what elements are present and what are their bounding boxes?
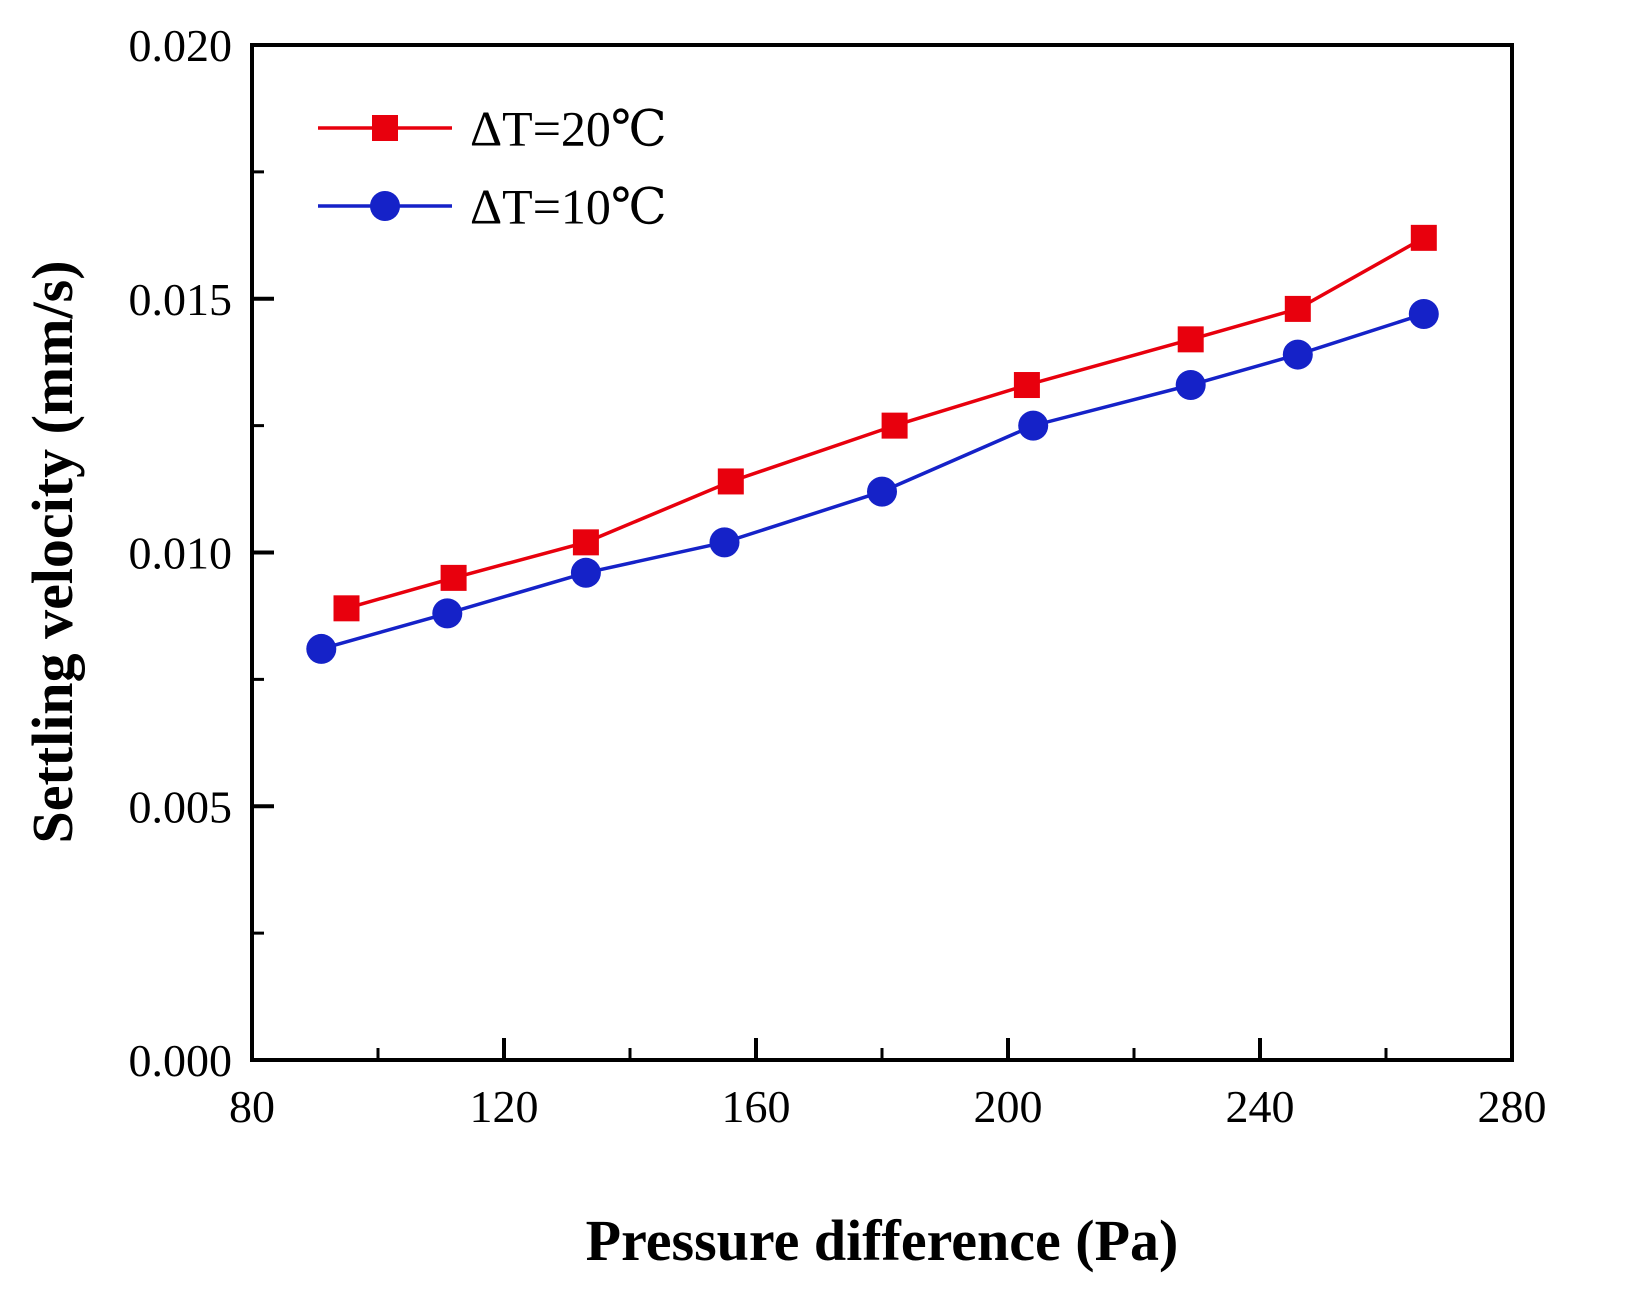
series-marker bbox=[709, 527, 740, 558]
plot-frame bbox=[250, 43, 1514, 1062]
y-tick-label: 0.000 bbox=[129, 1035, 233, 1086]
legend-label: ΔT=10℃ bbox=[470, 179, 667, 235]
series-marker bbox=[881, 412, 908, 439]
x-axis-title: Pressure difference (Pa) bbox=[586, 1208, 1179, 1273]
legend-marker-sample bbox=[372, 115, 398, 141]
x-tick-label: 280 bbox=[1478, 1081, 1547, 1132]
series-marker bbox=[1408, 298, 1439, 329]
series-marker bbox=[306, 633, 337, 664]
series-marker bbox=[1013, 372, 1040, 399]
legend-label: ΔT=20℃ bbox=[470, 101, 667, 157]
series-marker bbox=[1284, 295, 1311, 322]
x-tick-label: 240 bbox=[1226, 1081, 1295, 1132]
series-marker bbox=[572, 529, 599, 556]
x-tick-label: 120 bbox=[470, 1081, 539, 1132]
y-axis-title: Settling velocity (mm/s) bbox=[20, 260, 85, 843]
series-marker bbox=[867, 476, 897, 507]
y-tick-label: 0.005 bbox=[129, 781, 233, 832]
y-tick-label: 0.010 bbox=[129, 528, 233, 579]
series-marker bbox=[1018, 410, 1049, 441]
series-marker bbox=[1177, 326, 1204, 353]
series-marker bbox=[1175, 370, 1206, 401]
x-tick-label: 80 bbox=[229, 1081, 275, 1132]
series-marker bbox=[570, 557, 601, 588]
series-marker bbox=[1282, 339, 1313, 370]
series-marker bbox=[717, 468, 744, 495]
data-series bbox=[306, 224, 1439, 664]
axis-ticks bbox=[250, 43, 1514, 1062]
series-marker bbox=[1410, 224, 1437, 251]
x-tick-label: 160 bbox=[722, 1081, 791, 1132]
axis-tick-labels: 80 120 160 200 240 280 0.000 0.005 0.010 0.015 0.0… bbox=[129, 20, 1547, 1132]
series-marker bbox=[432, 598, 463, 629]
legend: ΔT=20℃ ΔT=10℃ bbox=[318, 101, 667, 235]
series-marker bbox=[333, 595, 360, 622]
series-marker bbox=[440, 564, 467, 591]
x-tick-label: 200 bbox=[974, 1081, 1043, 1132]
y-tick-label: 0.015 bbox=[129, 274, 233, 325]
y-tick-label: 0.020 bbox=[129, 20, 233, 71]
legend-marker-sample bbox=[370, 191, 400, 221]
